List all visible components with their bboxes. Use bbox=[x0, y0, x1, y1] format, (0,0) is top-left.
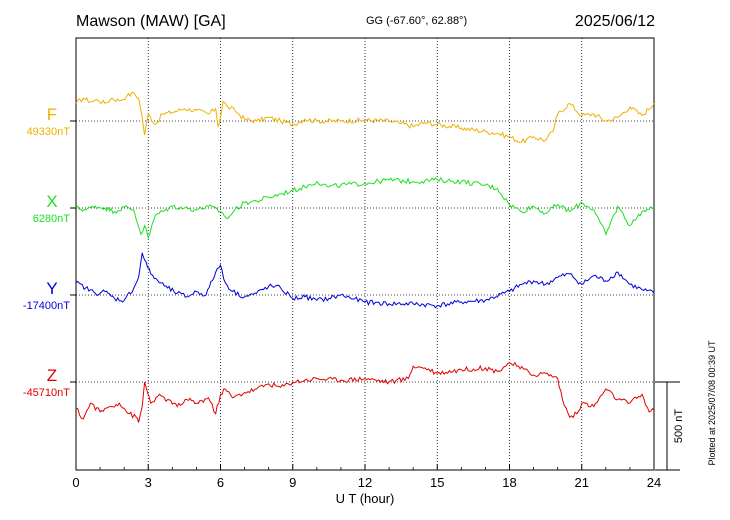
station-title: Mawson (MAW) [GA] bbox=[76, 13, 226, 30]
series-name-F: F bbox=[47, 105, 57, 124]
x-tick-label-18: 18 bbox=[502, 475, 516, 490]
geographic-coordinates: GG (-67.60°, 62.88°) bbox=[366, 15, 467, 27]
baselines bbox=[70, 120, 654, 383]
baseline-label-X: 6280nT bbox=[33, 213, 71, 225]
series-name-Z: Z bbox=[47, 366, 57, 385]
scale-bar: 500 nT bbox=[655, 381, 685, 471]
trace-Y bbox=[75, 252, 655, 309]
baseline-label-Y: -17400nT bbox=[23, 300, 70, 312]
x-tick-label-0: 0 bbox=[72, 475, 79, 490]
x-tick-label-21: 21 bbox=[575, 475, 589, 490]
baseline-label-F: 49330nT bbox=[27, 126, 71, 138]
series-labels: F 49330nT X 6280nT Y -17400nT Z -45710nT bbox=[23, 105, 70, 399]
trace-Z bbox=[75, 361, 655, 423]
traces bbox=[75, 91, 655, 423]
baseline-label-Z: -45710nT bbox=[23, 387, 70, 399]
series-name-X: X bbox=[46, 192, 57, 211]
scale-bar-label: 500 nT bbox=[673, 409, 685, 444]
trace-F bbox=[75, 91, 655, 144]
x-ticks: 0 3 6 9 12 15 18 21 24 bbox=[72, 464, 661, 490]
x-tick-label-6: 6 bbox=[217, 475, 224, 490]
trace-X bbox=[75, 176, 655, 240]
x-tick-label-24: 24 bbox=[647, 475, 661, 490]
date-label: 2025/06/12 bbox=[575, 13, 655, 30]
plotted-at-note: Plotted at 2025/07/08 00:39 UT bbox=[707, 340, 717, 466]
x-tick-label-12: 12 bbox=[358, 475, 372, 490]
x-tick-label-15: 15 bbox=[430, 475, 444, 490]
x-tick-label-3: 3 bbox=[145, 475, 152, 490]
vertical-gridlines bbox=[147, 38, 583, 470]
x-axis-label: U T (hour) bbox=[336, 491, 395, 506]
series-name-Y: Y bbox=[46, 279, 57, 298]
x-tick-label-9: 9 bbox=[289, 475, 296, 490]
